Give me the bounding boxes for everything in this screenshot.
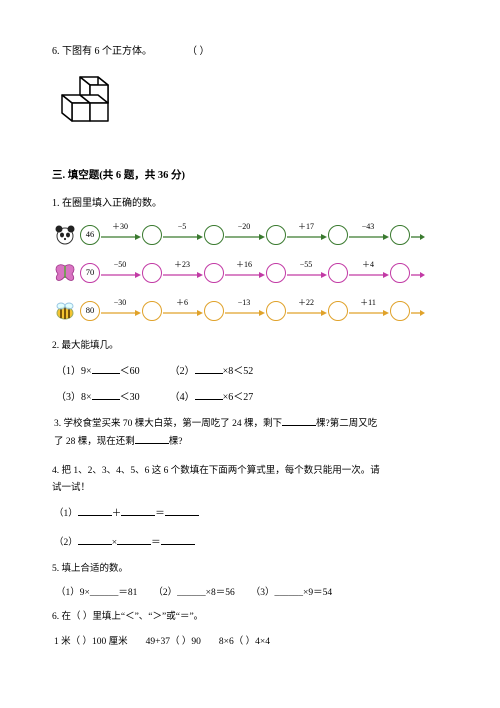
chain-blank-circle	[390, 225, 410, 245]
chain-blank-circle	[266, 263, 286, 283]
chain-arrow: −55	[287, 266, 327, 280]
chain-arrow: ＋17	[287, 228, 327, 242]
q2-item-1: （1）9×＜60	[56, 363, 140, 379]
chain-blank-circle	[390, 301, 410, 321]
chain-arrow-tail	[411, 304, 425, 318]
chain-arrow: −50	[101, 266, 141, 280]
chain-blank-circle	[204, 301, 224, 321]
pre-question-line: 6. 下图有 6 个正方体。 （ ）	[52, 44, 448, 59]
chain-arrow: ＋11	[349, 304, 389, 318]
chain-arrow: −43	[349, 228, 389, 242]
chain-start-circle: 80	[80, 301, 100, 321]
butterfly-icon	[52, 260, 78, 286]
q2-item-2: （2）×8＜52	[170, 363, 254, 379]
chain-blank-circle	[328, 263, 348, 283]
chain-arrow: −5	[163, 228, 203, 242]
chain-blank-circle	[390, 263, 410, 283]
chain-start-circle: 46	[80, 225, 100, 245]
chain-blank-circle	[142, 225, 162, 245]
q5-item-1: （1）9×______＝81	[56, 586, 137, 600]
panda-icon	[52, 222, 78, 248]
chain-arrow: ＋30	[101, 228, 141, 242]
q6-item-1: 1 米（ ）100 厘米	[54, 635, 128, 649]
q2-title: 2. 最大能填几。	[52, 339, 448, 353]
q4-eq1: （1）＋＝	[52, 505, 448, 521]
chain-blank-circle	[142, 301, 162, 321]
q3: 3. 学校食堂买来 70 棵大白菜，第一周吃了 24 棵，剩下棵?第二周又吃 了…	[52, 415, 448, 451]
chain-row: 70−50 ＋23 ＋16 −55 ＋4	[52, 259, 448, 287]
chain-row: 46＋30 −5 −20 ＋17 −43	[52, 221, 448, 249]
q2-row1: （1）9×＜60 （2）×8＜52	[52, 363, 448, 379]
section-title: 三. 填空题(共 6 题，共 36 分)	[52, 168, 448, 184]
q6-items: 1 米（ ）100 厘米 49+37（ ）90 8×6（ ）4×4	[52, 635, 448, 649]
q2-row2: （3）8×＜30 （4）×6＜27	[52, 389, 448, 405]
chain-blank-circle	[204, 225, 224, 245]
cube-figure	[52, 75, 448, 150]
q6-item-2: 49+37（ ）90	[146, 635, 201, 649]
chain-arrow: ＋16	[225, 266, 265, 280]
chain-arrow: −30	[101, 304, 141, 318]
chain-arrow: −13	[225, 304, 265, 318]
q5-item-3: （3）______×9＝54	[251, 586, 332, 600]
chain-row: 80−30 ＋6 −13 ＋22 ＋11	[52, 297, 448, 325]
chain-arrow-tail	[411, 266, 425, 280]
pre-question-text: 6. 下图有 6 个正方体。	[52, 46, 152, 57]
chain-blank-circle	[266, 301, 286, 321]
q5-items: （1）9×______＝81 （2）______×8＝56 （3）______×…	[52, 586, 448, 600]
q5-title: 5. 填上合适的数。	[52, 562, 448, 576]
chain-diagram: 46＋30 −5 −20 ＋17 −43 70−50 ＋23 ＋16 −55 ＋4 80−30 ＋6 −…	[52, 221, 448, 325]
chain-arrow: −20	[225, 228, 265, 242]
chain-arrow: ＋22	[287, 304, 327, 318]
q2-item-3: （3）8×＜30	[56, 389, 140, 405]
chain-arrow-tail	[411, 228, 425, 242]
chain-blank-circle	[328, 301, 348, 321]
q1-title: 1. 在圈里填入正确的数。	[52, 196, 448, 211]
chain-blank-circle	[328, 225, 348, 245]
pre-question-paren: （ ）	[187, 46, 210, 57]
chain-blank-circle	[142, 263, 162, 283]
bee-icon	[52, 298, 78, 324]
chain-arrow: ＋23	[163, 266, 203, 280]
q2-item-4: （4）×6＜27	[170, 389, 254, 405]
q6-item-3: 8×6（ ）4×4	[219, 635, 270, 649]
chain-start-circle: 70	[80, 263, 100, 283]
chain-arrow: ＋6	[163, 304, 203, 318]
q4-eq2: （2）×＝	[52, 534, 448, 550]
chain-blank-circle	[204, 263, 224, 283]
chain-blank-circle	[266, 225, 286, 245]
q6-title: 6. 在（ ）里填上“＜”、“＞”或“＝”。	[52, 610, 448, 624]
q5-item-2: （2）______×8＝56	[153, 586, 234, 600]
q4: 4. 把 1、2、3、4、5、6 这 6 个数填在下面两个算式里，每个数只能用一…	[52, 463, 448, 497]
chain-arrow: ＋4	[349, 266, 389, 280]
